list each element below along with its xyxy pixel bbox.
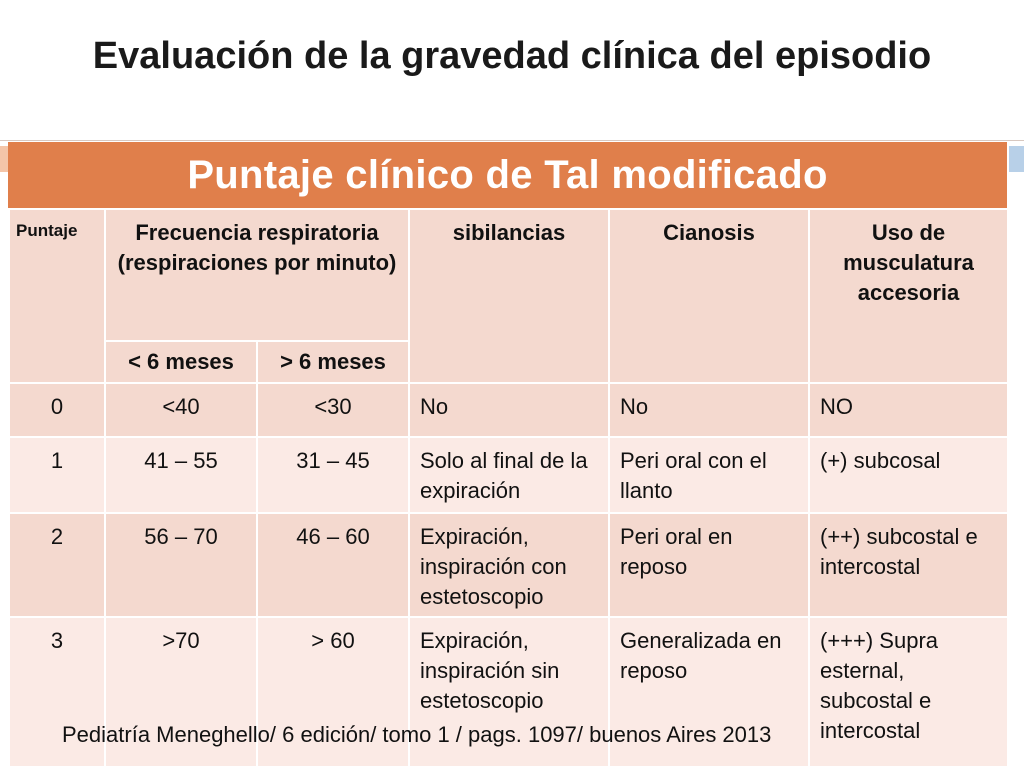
cell-musculatura: NO <box>808 382 1009 438</box>
table-row: 2 56 – 70 46 – 60 Expiración, inspiració… <box>8 512 1009 618</box>
cell-frecuencia-mayor: 31 – 45 <box>256 436 410 514</box>
cell-puntaje: 1 <box>8 436 106 514</box>
table-row: 3 >70 > 60 Expiración, inspiración sin e… <box>8 616 1009 768</box>
table-row: 1 41 – 55 31 – 45 Solo al final de la ex… <box>8 436 1009 514</box>
header-frecuencia: Frecuencia respiratoria (respiraciones p… <box>104 208 410 342</box>
cell-frecuencia-menor: >70 <box>104 616 258 768</box>
cell-sibilancias: No <box>408 382 610 438</box>
source-citation: Pediatría Meneghello/ 6 edición/ tomo 1 … <box>62 722 772 747</box>
header-musculatura: Uso de musculatura accesoria <box>808 208 1009 384</box>
header-sibilancias: sibilancias <box>408 208 610 384</box>
cell-frecuencia-mayor: 46 – 60 <box>256 512 410 618</box>
cell-puntaje: 0 <box>8 382 106 438</box>
cell-sibilancias: Expiración, inspiración sin estetoscopio <box>408 616 610 768</box>
cell-frecuencia-menor: <40 <box>104 382 258 438</box>
cell-frecuencia-mayor: > 60 <box>256 616 410 768</box>
subheader-mayor-6-meses: > 6 meses <box>256 340 410 384</box>
cell-frecuencia-menor: 41 – 55 <box>104 436 258 514</box>
cell-musculatura: (+) subcosal <box>808 436 1009 514</box>
cell-cianosis: Peri oral con el llanto <box>608 436 810 514</box>
subheader-menor-6-meses: < 6 meses <box>104 340 258 384</box>
cell-cianosis: No <box>608 382 810 438</box>
cell-musculatura: (+++) Supra esternal, subcostal e interc… <box>808 616 1009 768</box>
table-caption: Puntaje clínico de Tal modificado <box>8 142 1007 208</box>
left-accent-bar <box>0 146 8 172</box>
header-cianosis: Cianosis <box>608 208 810 384</box>
cell-cianosis: Peri oral en reposo <box>608 512 810 618</box>
cell-frecuencia-mayor: <30 <box>256 382 410 438</box>
top-divider <box>0 140 1024 141</box>
cell-frecuencia-menor: 56 – 70 <box>104 512 258 618</box>
header-puntaje: Puntaje <box>8 208 106 384</box>
cell-puntaje: 2 <box>8 512 106 618</box>
table-row: 0 <40 <30 No No NO <box>8 382 1009 438</box>
cell-sibilancias: Solo al final de la expiración <box>408 436 610 514</box>
tal-score-table: Puntaje Frecuencia respiratoria (respira… <box>8 208 1009 768</box>
cell-sibilancias: Expiración, inspiración con estetoscopio <box>408 512 610 618</box>
cell-musculatura: (++) subcostal e intercostal <box>808 512 1009 618</box>
cell-puntaje: 3 <box>8 616 106 768</box>
cell-cianosis: Generalizada en reposo <box>608 616 810 768</box>
slide-title: Evaluación de la gravedad clínica del ep… <box>92 35 932 77</box>
right-accent-bar <box>1009 146 1024 172</box>
